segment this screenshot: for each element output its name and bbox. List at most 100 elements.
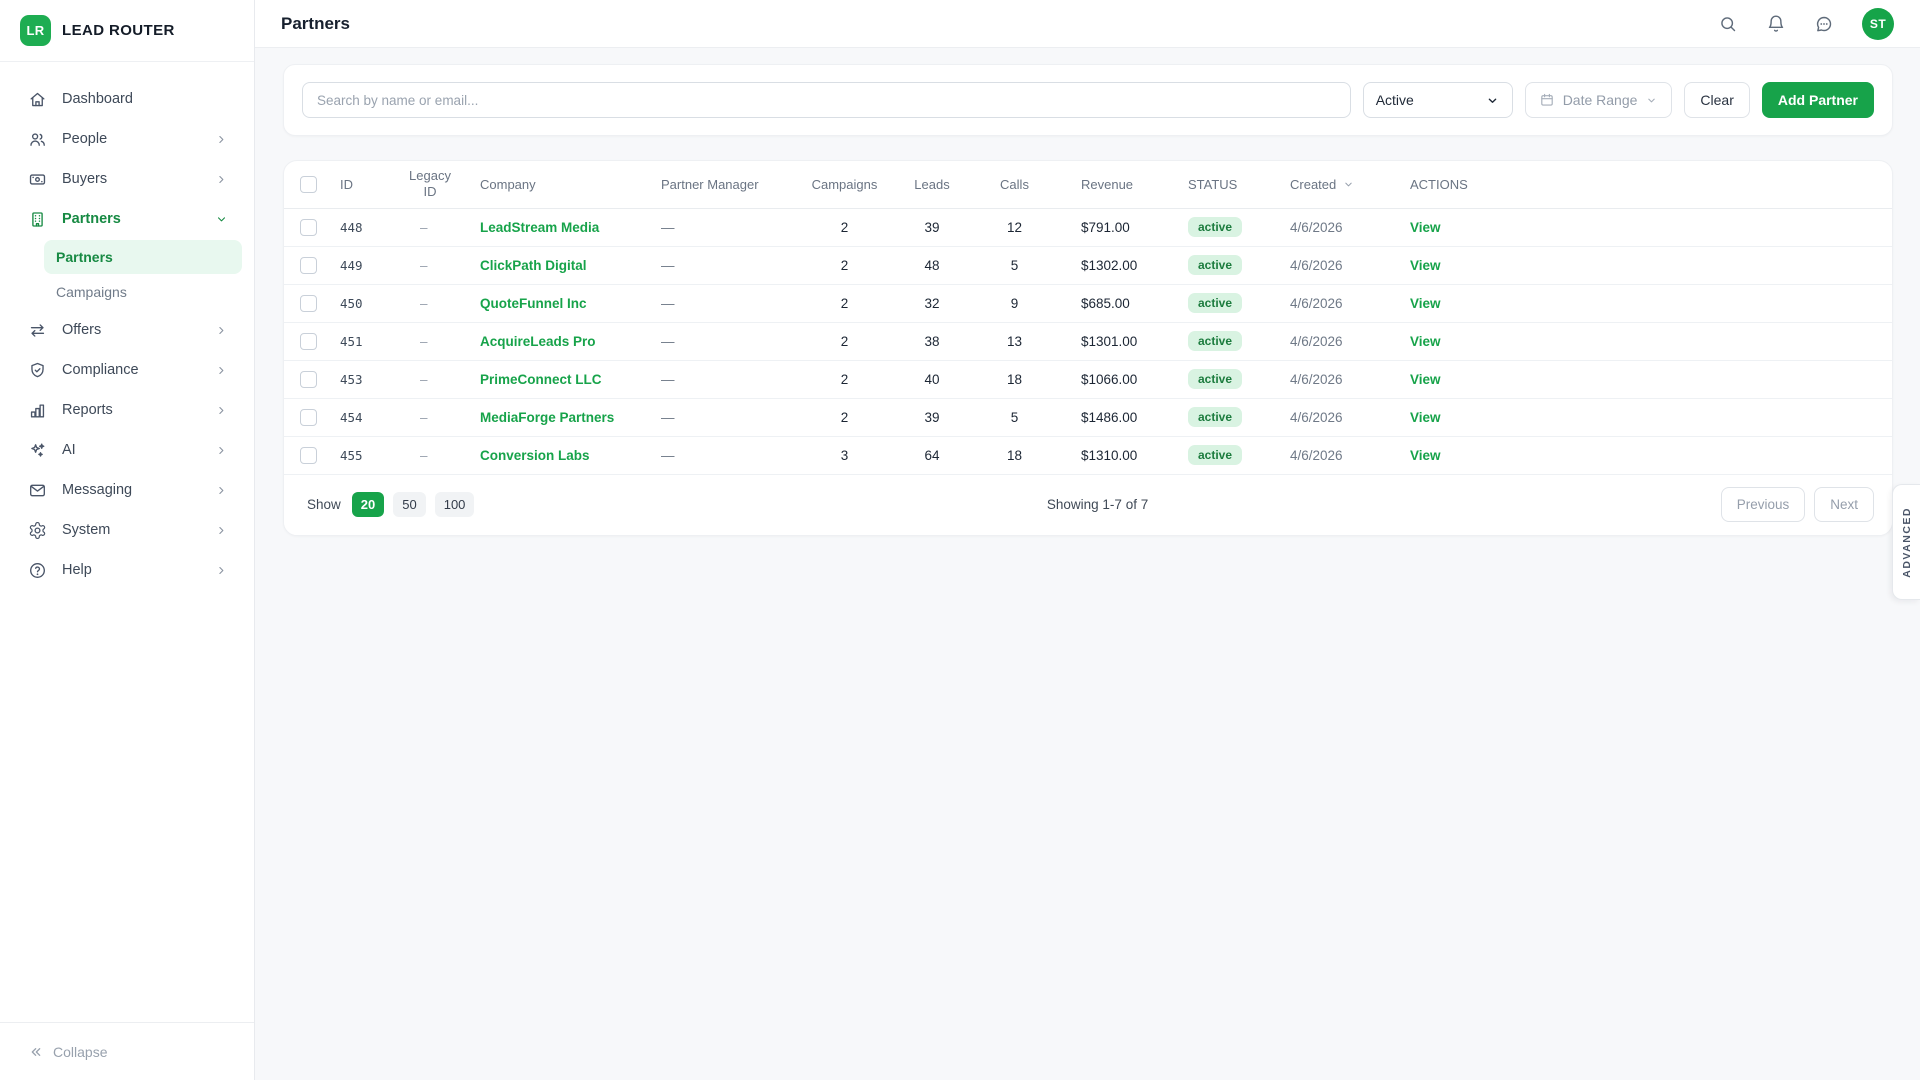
advanced-tab[interactable]: ADVANCED — [1892, 484, 1920, 600]
row-checkbox[interactable] — [300, 446, 317, 464]
page-size-50[interactable]: 50 — [393, 492, 426, 517]
partner-manager-cell: — — [657, 284, 797, 323]
user-avatar[interactable]: ST — [1862, 7, 1894, 40]
company-link[interactable]: QuoteFunnel Inc — [480, 295, 587, 311]
topbar-actions: ST — [1718, 7, 1894, 40]
filler-cell — [1480, 322, 1892, 361]
view-link[interactable]: View — [1410, 447, 1441, 463]
sidebar-item-reports[interactable]: Reports — [0, 390, 254, 430]
table-row: 451– AcquireLeads Pro —2 38 13 $1301.00 active… — [284, 322, 1892, 361]
sidebar-item-label: Messaging — [62, 482, 133, 498]
messages-icon[interactable] — [1814, 14, 1834, 34]
sidebar-item-help[interactable]: Help — [0, 550, 254, 590]
company-link[interactable]: LeadStream Media — [480, 219, 600, 235]
view-link[interactable]: View — [1410, 371, 1441, 387]
messaging-icon — [28, 481, 47, 500]
legacy-id-cell: – — [396, 398, 464, 437]
row-checkbox[interactable] — [300, 256, 317, 274]
help-icon — [28, 561, 47, 580]
partners-table: ID Legacy ID Company Partner Manager Campaig… — [284, 161, 1892, 475]
column-header-leads[interactable]: Leads — [892, 161, 972, 209]
row-checkbox[interactable] — [300, 408, 317, 426]
chevron-right-icon — [215, 524, 228, 537]
column-header-actions[interactable]: ACTIONS — [1402, 161, 1480, 209]
row-checkbox[interactable] — [300, 332, 317, 350]
brand-name: LEAD ROUTER — [62, 22, 175, 39]
status-filter-select[interactable]: Active — [1362, 82, 1513, 118]
company-link[interactable]: PrimeConnect LLC — [480, 371, 602, 387]
sidebar-item-people[interactable]: People — [0, 119, 254, 159]
add-partner-button[interactable]: Add Partner — [1761, 82, 1874, 118]
filler-cell — [1480, 436, 1892, 475]
legacy-id-cell: – — [396, 322, 464, 361]
leads-cell: 39 — [892, 398, 972, 437]
sidebar-item-messaging[interactable]: Messaging — [0, 470, 254, 510]
row-checkbox[interactable] — [300, 218, 317, 236]
previous-button[interactable]: Previous — [1720, 487, 1806, 522]
table-row: 449– ClickPath Digital —2 48 5 $1302.00 active… — [284, 246, 1892, 285]
chevron-right-icon — [215, 133, 228, 146]
status-badge: active — [1188, 255, 1243, 275]
sidebar-subitem-partners[interactable]: Partners — [44, 240, 242, 274]
created-cell: 4/6/2026 — [1282, 398, 1402, 437]
column-header-id[interactable]: ID — [330, 161, 396, 209]
sidebar-item-dashboard[interactable]: Dashboard — [0, 79, 254, 119]
company-link[interactable]: ClickPath Digital — [480, 257, 587, 273]
calls-cell: 18 — [972, 360, 1057, 399]
next-button[interactable]: Next — [1814, 487, 1874, 522]
sort-chevron-icon — [1342, 178, 1355, 191]
company-link[interactable]: AcquireLeads Pro — [480, 333, 596, 349]
sidebar-item-compliance[interactable]: Compliance — [0, 350, 254, 390]
page-size-20[interactable]: 20 — [351, 492, 385, 517]
leads-cell: 48 — [892, 246, 972, 285]
sidebar-item-label: Compliance — [62, 362, 139, 378]
system-icon — [28, 521, 47, 540]
buyers-icon — [28, 170, 47, 189]
column-header-status[interactable]: STATUS — [1182, 161, 1282, 209]
sidebar-item-ai[interactable]: AI — [0, 430, 254, 470]
column-header-campaigns[interactable]: Campaigns — [797, 161, 892, 209]
view-link[interactable]: View — [1410, 295, 1441, 311]
calls-cell: 18 — [972, 436, 1057, 475]
sidebar-item-offers[interactable]: Offers — [0, 310, 254, 350]
column-header-partner-manager[interactable]: Partner Manager — [657, 161, 797, 209]
column-filler — [1480, 161, 1892, 209]
company-link[interactable]: Conversion Labs — [480, 447, 590, 463]
page-size-100[interactable]: 100 — [434, 492, 475, 517]
column-header-revenue[interactable]: Revenue — [1057, 161, 1182, 209]
collapse-button[interactable]: Collapse — [0, 1022, 254, 1080]
view-link[interactable]: View — [1410, 219, 1441, 235]
column-header-legacy-id[interactable]: Legacy ID — [396, 161, 464, 209]
brand: LR LEAD ROUTER — [0, 0, 254, 62]
search-icon[interactable] — [1718, 14, 1738, 34]
notifications-icon[interactable] — [1766, 14, 1786, 34]
row-checkbox[interactable] — [300, 370, 317, 388]
partners-icon — [28, 210, 47, 229]
view-link[interactable]: View — [1410, 257, 1441, 273]
sidebar-item-partners[interactable]: Partners — [0, 199, 254, 239]
created-cell: 4/6/2026 — [1282, 208, 1402, 247]
sidebar-item-label: Reports — [62, 402, 113, 418]
partner-manager-cell: — — [657, 436, 797, 475]
page-size-group: Show 20 50 100 — [307, 492, 475, 517]
sidebar-item-system[interactable]: System — [0, 510, 254, 550]
sidebar-item-label: Buyers — [62, 171, 108, 187]
sidebar-item-label: AI — [62, 442, 76, 458]
partners-table-card: ID Legacy ID Company Partner Manager Campaig… — [283, 160, 1893, 536]
column-header-calls[interactable]: Calls — [972, 161, 1057, 209]
select-all-checkbox[interactable] — [300, 175, 317, 193]
column-header-created[interactable]: Created — [1282, 161, 1402, 209]
search-input[interactable] — [302, 82, 1351, 118]
clear-button[interactable]: Clear — [1684, 82, 1750, 118]
view-link[interactable]: View — [1410, 409, 1441, 425]
calendar-icon — [1539, 92, 1555, 108]
company-link[interactable]: MediaForge Partners — [480, 409, 615, 425]
row-checkbox[interactable] — [300, 294, 317, 312]
sidebar-subitem-campaigns[interactable]: Campaigns — [44, 275, 242, 309]
column-header-company[interactable]: Company — [464, 161, 657, 209]
legacy-id-cell: – — [396, 284, 464, 323]
view-link[interactable]: View — [1410, 333, 1441, 349]
sidebar-item-label: System — [62, 522, 111, 538]
sidebar-item-buyers[interactable]: Buyers — [0, 159, 254, 199]
date-range-button[interactable]: Date Range — [1524, 82, 1673, 118]
